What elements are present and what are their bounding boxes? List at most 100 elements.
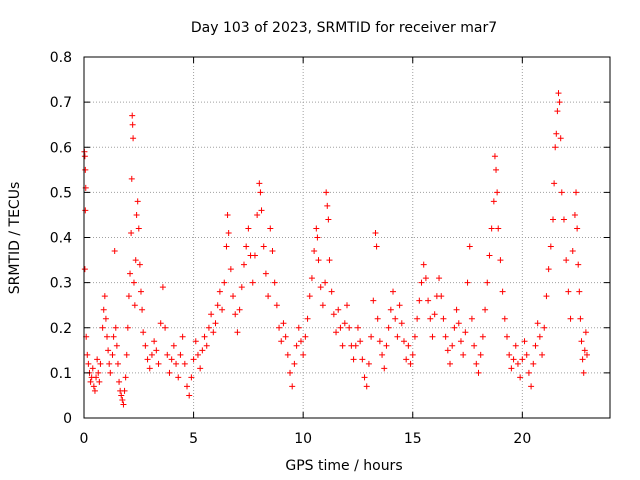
data-point <box>227 266 234 273</box>
data-point <box>583 351 590 358</box>
data-point <box>219 306 226 313</box>
data-point <box>352 342 359 349</box>
data-point <box>532 342 539 349</box>
data-point <box>287 369 294 376</box>
data-point <box>205 324 212 331</box>
data-point <box>541 324 548 331</box>
data-point <box>133 211 140 218</box>
data-point <box>317 284 324 291</box>
data-point <box>383 342 390 349</box>
data-point <box>148 351 155 358</box>
data-point <box>155 360 162 367</box>
data-point <box>420 261 427 268</box>
data-point <box>521 338 528 345</box>
data-point <box>557 135 564 142</box>
data-point <box>578 338 585 345</box>
data-point <box>560 216 567 223</box>
data-point <box>325 216 332 223</box>
data-point <box>539 351 546 358</box>
data-point <box>464 279 471 286</box>
data-point <box>365 360 372 367</box>
data-point <box>129 121 136 128</box>
data-point <box>256 180 263 187</box>
y-tick-label: 0.2 <box>50 321 72 337</box>
data-point <box>91 387 98 394</box>
x-tick-label: 10 <box>294 431 312 447</box>
data-point <box>547 243 554 250</box>
data-point <box>130 135 137 142</box>
y-axis-label: SRMTID / TECUs <box>7 182 23 295</box>
data-point <box>534 320 541 327</box>
y-tick-label: 0.8 <box>50 50 72 66</box>
data-point <box>118 392 125 399</box>
data-point <box>260 243 267 250</box>
data-point <box>346 324 353 331</box>
data-point <box>555 90 562 97</box>
data-point <box>243 243 250 250</box>
data-point <box>579 356 586 363</box>
data-point <box>319 302 326 309</box>
data-point <box>374 315 381 322</box>
data-point <box>99 324 106 331</box>
x-tick-label: 15 <box>404 431 422 447</box>
y-tick-label: 0.6 <box>50 140 72 156</box>
data-point <box>444 347 451 354</box>
data-point <box>339 342 346 349</box>
data-point <box>280 320 287 327</box>
data-point <box>267 225 274 232</box>
data-point <box>385 324 392 331</box>
data-point <box>132 257 139 264</box>
data-point <box>84 351 91 358</box>
data-point <box>438 293 445 300</box>
x-tick-labels: 0 5 10 15 20 <box>80 431 532 447</box>
data-point <box>554 108 561 115</box>
y-tick-label: 0.1 <box>50 366 72 382</box>
data-point <box>328 288 335 295</box>
data-point <box>407 360 414 367</box>
y-tick-labels: 0 0.1 0.2 0.3 0.4 0.5 0.6 0.7 0.8 <box>50 50 72 427</box>
data-point <box>173 360 180 367</box>
data-point <box>442 333 449 340</box>
data-point <box>431 311 438 318</box>
data-point <box>186 392 193 399</box>
data-point <box>409 351 416 358</box>
data-point <box>574 225 581 232</box>
data-point <box>188 374 195 381</box>
data-point <box>199 347 206 354</box>
data-point <box>405 342 412 349</box>
data-point <box>436 275 443 282</box>
data-point <box>82 207 89 214</box>
data-point <box>552 144 559 151</box>
data-point <box>168 356 175 363</box>
y-tick-label: 0.4 <box>50 231 72 247</box>
data-point <box>258 207 265 214</box>
data-point <box>341 320 348 327</box>
data-point <box>558 189 565 196</box>
data-point <box>139 306 146 313</box>
data-point <box>354 324 361 331</box>
data-point <box>468 315 475 322</box>
y-tick-label: 0 <box>63 411 72 427</box>
data-point <box>373 243 380 250</box>
data-point <box>368 333 375 340</box>
data-point <box>240 261 247 268</box>
data-point <box>462 329 469 336</box>
data-point <box>130 279 137 286</box>
data-point <box>131 302 138 309</box>
data-point <box>112 324 119 331</box>
data-point <box>314 234 321 241</box>
data-point <box>107 369 114 376</box>
data-point <box>499 288 506 295</box>
data-point <box>425 297 432 304</box>
data-point <box>153 347 160 354</box>
data-point <box>210 329 217 336</box>
data-point <box>455 320 462 327</box>
data-point <box>192 338 199 345</box>
data-point <box>234 329 241 336</box>
data-point <box>262 270 269 277</box>
data-point <box>315 257 322 264</box>
data-point <box>134 198 141 205</box>
data-point <box>528 383 535 390</box>
data-point <box>110 333 117 340</box>
data-point <box>216 288 223 295</box>
